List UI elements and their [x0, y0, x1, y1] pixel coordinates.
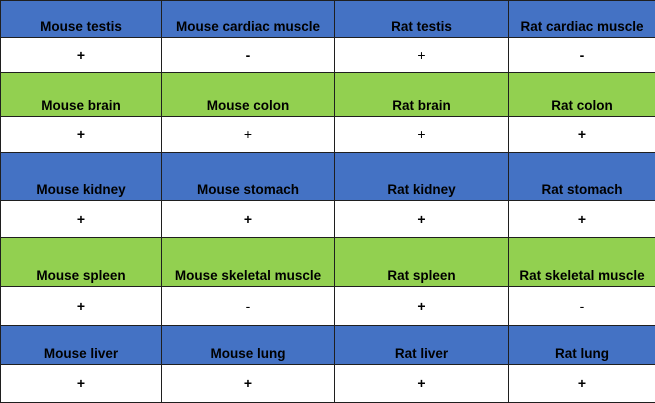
- tissue-header-row: Mouse testis Mouse cardiac muscle Rat test…: [0, 0, 655, 39]
- tissue-name-cell: Mouse cardiac muscle: [161, 0, 335, 39]
- tissue-name-cell: Mouse liver: [0, 324, 162, 365]
- tissue-name-cell: Rat skeletal muscle: [508, 237, 655, 288]
- expression-value-row: + + + +: [0, 115, 655, 153]
- expression-value-row: + - + -: [0, 286, 655, 326]
- expression-value-cell: -: [508, 37, 655, 74]
- tissue-name-cell: Mouse kidney: [0, 151, 162, 201]
- expression-value-cell: +: [0, 286, 162, 326]
- expression-value-cell: +: [0, 115, 162, 153]
- tissue-name-cell: Mouse stomach: [161, 151, 335, 201]
- expression-value-cell: +: [161, 199, 335, 239]
- expression-value-cell: +: [334, 199, 509, 239]
- expression-value-cell: +: [334, 115, 509, 153]
- expression-value-cell: +: [508, 199, 655, 239]
- expression-value-cell: -: [161, 37, 335, 74]
- tissue-name-cell: Mouse skeletal muscle: [161, 237, 335, 288]
- tissue-name-cell: Mouse spleen: [0, 237, 162, 288]
- tissue-name-cell: Rat brain: [334, 72, 509, 117]
- tissue-name-cell: Mouse testis: [0, 0, 162, 39]
- expression-value-cell: +: [161, 363, 335, 403]
- expression-value-cell: +: [161, 115, 335, 153]
- expression-value-cell: +: [0, 37, 162, 74]
- tissue-name-cell: Rat kidney: [334, 151, 509, 201]
- tissue-name-cell: Rat testis: [334, 0, 509, 39]
- tissue-header-row: Mouse brain Mouse colon Rat brain Rat colon: [0, 72, 655, 117]
- tissue-name-cell: Mouse colon: [161, 72, 335, 117]
- tissue-name-cell: Mouse lung: [161, 324, 335, 365]
- expression-value-cell: +: [508, 115, 655, 153]
- expression-value-cell: -: [508, 286, 655, 326]
- tissue-header-row: Mouse liver Mouse lung Rat liver Rat lung: [0, 324, 655, 365]
- tissue-name-cell: Rat lung: [508, 324, 655, 365]
- expression-value-row: + + + +: [0, 363, 655, 403]
- expression-value-cell: +: [334, 37, 509, 74]
- expression-value-cell: +: [0, 199, 162, 239]
- tissue-header-row: Mouse kidney Mouse stomach Rat kidney Rat s…: [0, 151, 655, 201]
- expression-value-row: + - + -: [0, 37, 655, 74]
- tissue-name-cell: Rat liver: [334, 324, 509, 365]
- tissue-name-cell: Rat stomach: [508, 151, 655, 201]
- expression-value-cell: +: [334, 363, 509, 403]
- expression-value-cell: +: [334, 286, 509, 326]
- expression-value-cell: +: [508, 363, 655, 403]
- tissue-name-cell: Mouse brain: [0, 72, 162, 117]
- tissue-name-cell: Rat spleen: [334, 237, 509, 288]
- expression-value-cell: -: [161, 286, 335, 326]
- expression-value-row: + + + +: [0, 199, 655, 239]
- tissue-name-cell: Rat cardiac muscle: [508, 0, 655, 39]
- expression-value-cell: +: [0, 363, 162, 403]
- tissue-header-row: Mouse spleen Mouse skeletal muscle Rat spl…: [0, 237, 655, 288]
- tissue-name-cell: Rat colon: [508, 72, 655, 117]
